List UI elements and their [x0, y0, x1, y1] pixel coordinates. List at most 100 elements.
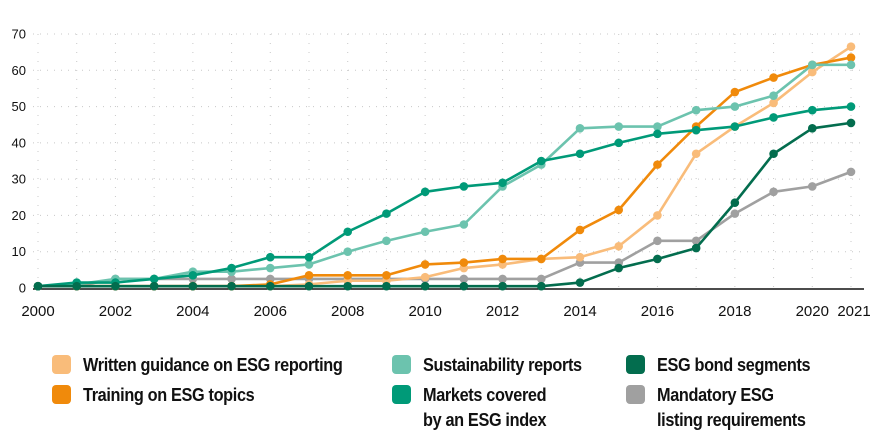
y-tick-label: 70 — [12, 27, 26, 42]
data-point — [498, 274, 507, 284]
data-point — [498, 254, 507, 264]
data-point — [343, 281, 353, 291]
data-point — [265, 252, 275, 262]
data-point — [382, 236, 391, 246]
data-point — [730, 102, 740, 111]
legend-label-esg-bond-segments: ESG bond segments — [657, 354, 811, 375]
data-point — [730, 122, 740, 131]
data-point — [149, 274, 159, 284]
data-point — [769, 73, 778, 82]
legend-swatch-training — [52, 385, 71, 404]
series-1 — [33, 53, 856, 291]
data-point — [536, 254, 546, 264]
data-point — [459, 258, 469, 267]
data-point — [420, 227, 430, 237]
data-point — [33, 281, 43, 291]
data-point — [459, 220, 469, 229]
legend-item-training: Training on ESG topics — [52, 382, 278, 407]
x-tick-label: 2000 — [21, 303, 54, 320]
data-point — [807, 67, 817, 77]
data-point — [536, 274, 546, 284]
data-point — [769, 91, 778, 100]
x-tick-label: 2006 — [254, 303, 287, 320]
data-point — [343, 247, 353, 257]
data-point — [807, 182, 817, 191]
data-point — [459, 281, 469, 291]
data-point — [846, 53, 856, 62]
line-chart: 0 10 20 30 40 50 60 70 2000 2002 2004 2006 2008 2010 2… — [12, 27, 871, 321]
data-point — [265, 263, 275, 273]
data-point — [575, 225, 585, 235]
legend-item-esg-bond-segments: ESG bond segments — [626, 352, 831, 377]
data-point — [691, 149, 701, 159]
series-0 — [33, 42, 856, 291]
y-tick-label: 10 — [12, 244, 26, 259]
x-tick-label: 2010 — [408, 303, 441, 320]
x-tick-label: 2020 — [796, 303, 829, 320]
data-point — [382, 281, 391, 291]
data-point — [807, 124, 817, 133]
data-point — [846, 42, 856, 51]
data-point — [459, 182, 469, 191]
data-point — [575, 252, 585, 262]
y-tick-label: 20 — [12, 208, 26, 223]
data-point — [653, 160, 662, 169]
data-point — [691, 243, 701, 253]
data-point — [846, 118, 856, 128]
data-point — [614, 122, 624, 131]
axes: 0 10 20 30 40 50 60 70 2000 2002 2004 2006 2008 2010 2… — [12, 27, 871, 321]
legend-item-written-guidance: Written guidance on ESG reporting — [52, 352, 378, 377]
x-tick-label: 2018 — [718, 303, 751, 320]
data-point — [769, 149, 778, 159]
data-point — [265, 281, 275, 291]
series-line — [38, 45, 852, 288]
data-point — [420, 260, 430, 269]
data-point — [769, 113, 778, 122]
data-point — [730, 198, 740, 208]
data-point — [420, 272, 430, 282]
series-line — [38, 121, 852, 288]
legend-label-sustainability-reports: Sustainability reports — [423, 354, 582, 375]
y-tick-label: 40 — [12, 135, 26, 150]
legend-item-markets-covered: Markets covered by an ESG index — [392, 382, 563, 432]
data-point — [807, 60, 817, 70]
data-point — [227, 263, 236, 273]
x-tick-label: 2002 — [99, 303, 132, 320]
legend-swatch-esg-bond-segments — [626, 355, 645, 374]
series-line — [37, 105, 852, 288]
series-4 — [33, 118, 856, 291]
data-point — [420, 281, 430, 291]
data-point — [343, 271, 353, 280]
data-point — [420, 187, 430, 197]
y-tick-label: 60 — [12, 63, 26, 78]
legend-item-mandatory-listing: Mandatory ESG listing requirements — [626, 382, 826, 432]
data-point — [691, 105, 701, 115]
data-point — [769, 187, 778, 197]
data-point — [846, 102, 856, 111]
data-point — [343, 227, 353, 237]
data-point — [691, 125, 701, 135]
legend-swatch-sustainability-reports — [392, 355, 411, 374]
legend-swatch-markets-covered — [392, 385, 411, 404]
data-point — [498, 178, 507, 188]
data-point — [653, 211, 662, 220]
data-point — [653, 254, 662, 264]
legend-label-mandatory-listing: Mandatory ESG listing requirements — [657, 384, 806, 430]
data-point — [304, 271, 314, 280]
data-point — [382, 271, 391, 280]
data-point — [459, 274, 469, 284]
data-point — [730, 87, 740, 97]
y-tick-label: 50 — [12, 99, 26, 114]
data-point — [72, 281, 82, 291]
data-point — [807, 105, 817, 115]
data-point — [149, 281, 159, 291]
x-tick-label: 2012 — [486, 303, 519, 320]
legend-label-written-guidance: Written guidance on ESG reporting — [83, 354, 343, 375]
x-tick-label: 2016 — [641, 303, 674, 320]
data-point — [653, 129, 662, 139]
data-point — [846, 60, 856, 70]
legend-swatch-mandatory-listing — [626, 385, 645, 404]
data-point — [846, 167, 856, 177]
data-point — [769, 98, 778, 108]
data-point — [575, 278, 585, 287]
